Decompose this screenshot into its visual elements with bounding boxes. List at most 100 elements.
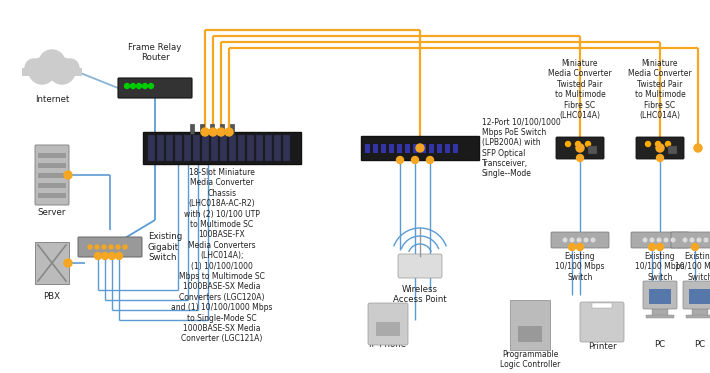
Text: Existing
10/100 Mbps
Switch: Existing 10/100 Mbps Switch: [555, 252, 605, 282]
Bar: [190, 124, 194, 134]
Bar: [686, 315, 710, 318]
Circle shape: [25, 59, 43, 77]
Circle shape: [102, 245, 106, 249]
Circle shape: [586, 141, 591, 147]
Bar: [229, 135, 236, 161]
Bar: [437, 144, 442, 153]
Circle shape: [123, 245, 127, 249]
Bar: [649, 289, 671, 304]
Circle shape: [704, 238, 708, 242]
Circle shape: [692, 244, 699, 251]
Bar: [238, 135, 245, 161]
Circle shape: [209, 128, 217, 136]
Bar: [421, 144, 426, 153]
Bar: [510, 300, 550, 350]
Circle shape: [64, 259, 72, 267]
Bar: [283, 135, 290, 161]
Bar: [143, 132, 301, 164]
Circle shape: [225, 128, 233, 136]
FancyBboxPatch shape: [118, 78, 192, 98]
Circle shape: [577, 244, 584, 251]
Text: Frame Relay
Router: Frame Relay Router: [129, 43, 182, 62]
Bar: [166, 135, 173, 161]
Circle shape: [124, 84, 129, 88]
Bar: [148, 135, 155, 161]
Circle shape: [416, 144, 424, 152]
Circle shape: [116, 253, 123, 260]
Circle shape: [412, 157, 418, 163]
FancyBboxPatch shape: [580, 302, 624, 342]
Circle shape: [39, 50, 65, 76]
Circle shape: [645, 141, 650, 147]
Circle shape: [690, 238, 694, 242]
Bar: [230, 124, 234, 134]
Bar: [376, 322, 400, 336]
Circle shape: [563, 238, 567, 242]
Bar: [518, 326, 542, 342]
Text: Existing
10/100 Mbps
Switch: Existing 10/100 Mbps Switch: [675, 252, 710, 282]
Text: Existing
Gigabit
Switch: Existing Gigabit Switch: [148, 232, 182, 262]
Bar: [381, 144, 386, 153]
Text: PBX: PBX: [43, 292, 60, 301]
Circle shape: [49, 58, 75, 84]
Circle shape: [116, 245, 120, 249]
Bar: [35, 242, 69, 284]
Circle shape: [576, 144, 584, 152]
Bar: [373, 144, 378, 153]
Circle shape: [584, 238, 588, 242]
Text: PC: PC: [694, 340, 706, 349]
Bar: [265, 135, 272, 161]
Bar: [22, 68, 82, 76]
Circle shape: [570, 238, 574, 242]
Circle shape: [591, 238, 595, 242]
Circle shape: [427, 157, 434, 163]
Bar: [453, 144, 458, 153]
Bar: [256, 135, 263, 161]
Circle shape: [396, 157, 403, 163]
FancyBboxPatch shape: [78, 237, 142, 257]
Bar: [668, 146, 677, 154]
Bar: [365, 144, 370, 153]
Bar: [588, 146, 597, 154]
Circle shape: [29, 58, 55, 84]
Circle shape: [201, 128, 209, 136]
Bar: [247, 135, 254, 161]
Bar: [220, 135, 227, 161]
Bar: [38, 163, 66, 168]
FancyBboxPatch shape: [551, 232, 609, 248]
Bar: [211, 135, 218, 161]
Circle shape: [569, 244, 576, 251]
Circle shape: [648, 244, 655, 251]
Bar: [200, 124, 204, 134]
Circle shape: [131, 84, 136, 88]
Circle shape: [655, 141, 660, 147]
Bar: [397, 144, 402, 153]
Circle shape: [109, 253, 116, 260]
Text: Server: Server: [38, 208, 66, 217]
Bar: [413, 144, 418, 153]
Circle shape: [650, 238, 654, 242]
Bar: [646, 315, 674, 318]
Bar: [405, 144, 410, 153]
Bar: [184, 135, 191, 161]
Circle shape: [95, 245, 99, 249]
Circle shape: [576, 141, 581, 147]
Circle shape: [657, 154, 664, 162]
Circle shape: [64, 171, 72, 179]
Circle shape: [61, 59, 79, 77]
Bar: [38, 193, 66, 198]
FancyBboxPatch shape: [368, 303, 408, 345]
Bar: [220, 124, 224, 134]
Text: Wireless
Access Point: Wireless Access Point: [393, 285, 447, 304]
Circle shape: [665, 141, 670, 147]
Text: Printer: Printer: [588, 342, 616, 351]
Bar: [157, 135, 164, 161]
Text: Programmable
Logic Controller: Programmable Logic Controller: [500, 350, 560, 369]
Circle shape: [656, 144, 664, 152]
Circle shape: [664, 238, 668, 242]
FancyBboxPatch shape: [671, 232, 710, 248]
Circle shape: [643, 238, 647, 242]
Bar: [592, 303, 612, 308]
Circle shape: [136, 84, 141, 88]
Circle shape: [577, 154, 584, 162]
